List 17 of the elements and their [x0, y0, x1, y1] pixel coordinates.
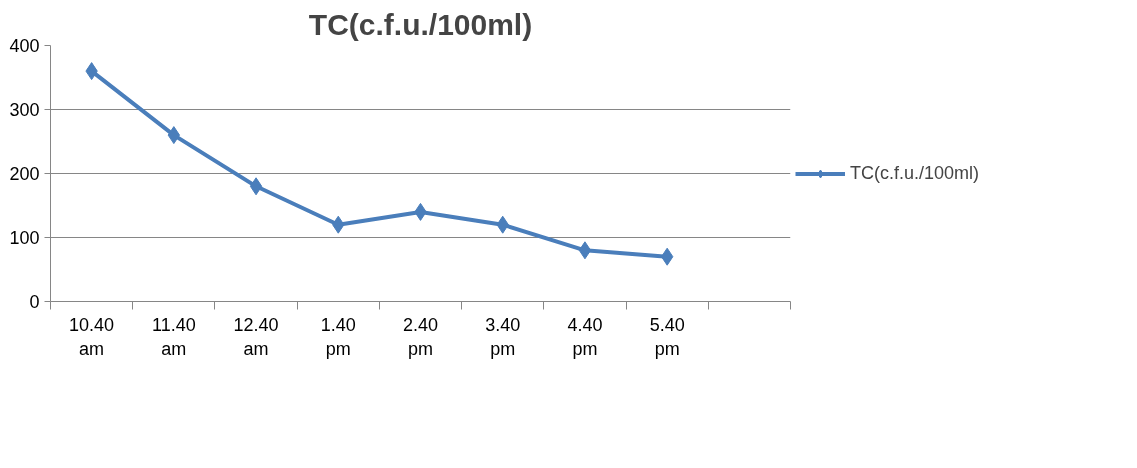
x-tick-label: 10.40 am: [69, 314, 115, 359]
x-tick-label: 12.40 am: [233, 314, 279, 359]
legend-label: TC(c.f.u./100ml): [850, 162, 980, 184]
chart-title: TC(c.f.u./100ml): [308, 7, 533, 41]
y-tick-label: 0: [29, 292, 40, 312]
x-tick-label: 2.40 pm: [402, 314, 439, 359]
point: [578, 241, 592, 260]
x-tick-label: 11.40 am: [151, 314, 196, 359]
y-tick-label: 300: [9, 100, 40, 120]
x-tick-label: 4.40 pm: [567, 314, 603, 359]
x-tick-label: 3.40 pm: [485, 314, 521, 359]
x-tick-label: 1.40 pm: [320, 314, 356, 359]
point: [249, 177, 263, 196]
y-tick-label: 400: [9, 36, 40, 56]
x-tick-label: 5.40 pm: [649, 314, 685, 359]
y-tick-label: 200: [9, 164, 40, 184]
y-tick-label: 100: [9, 228, 40, 248]
